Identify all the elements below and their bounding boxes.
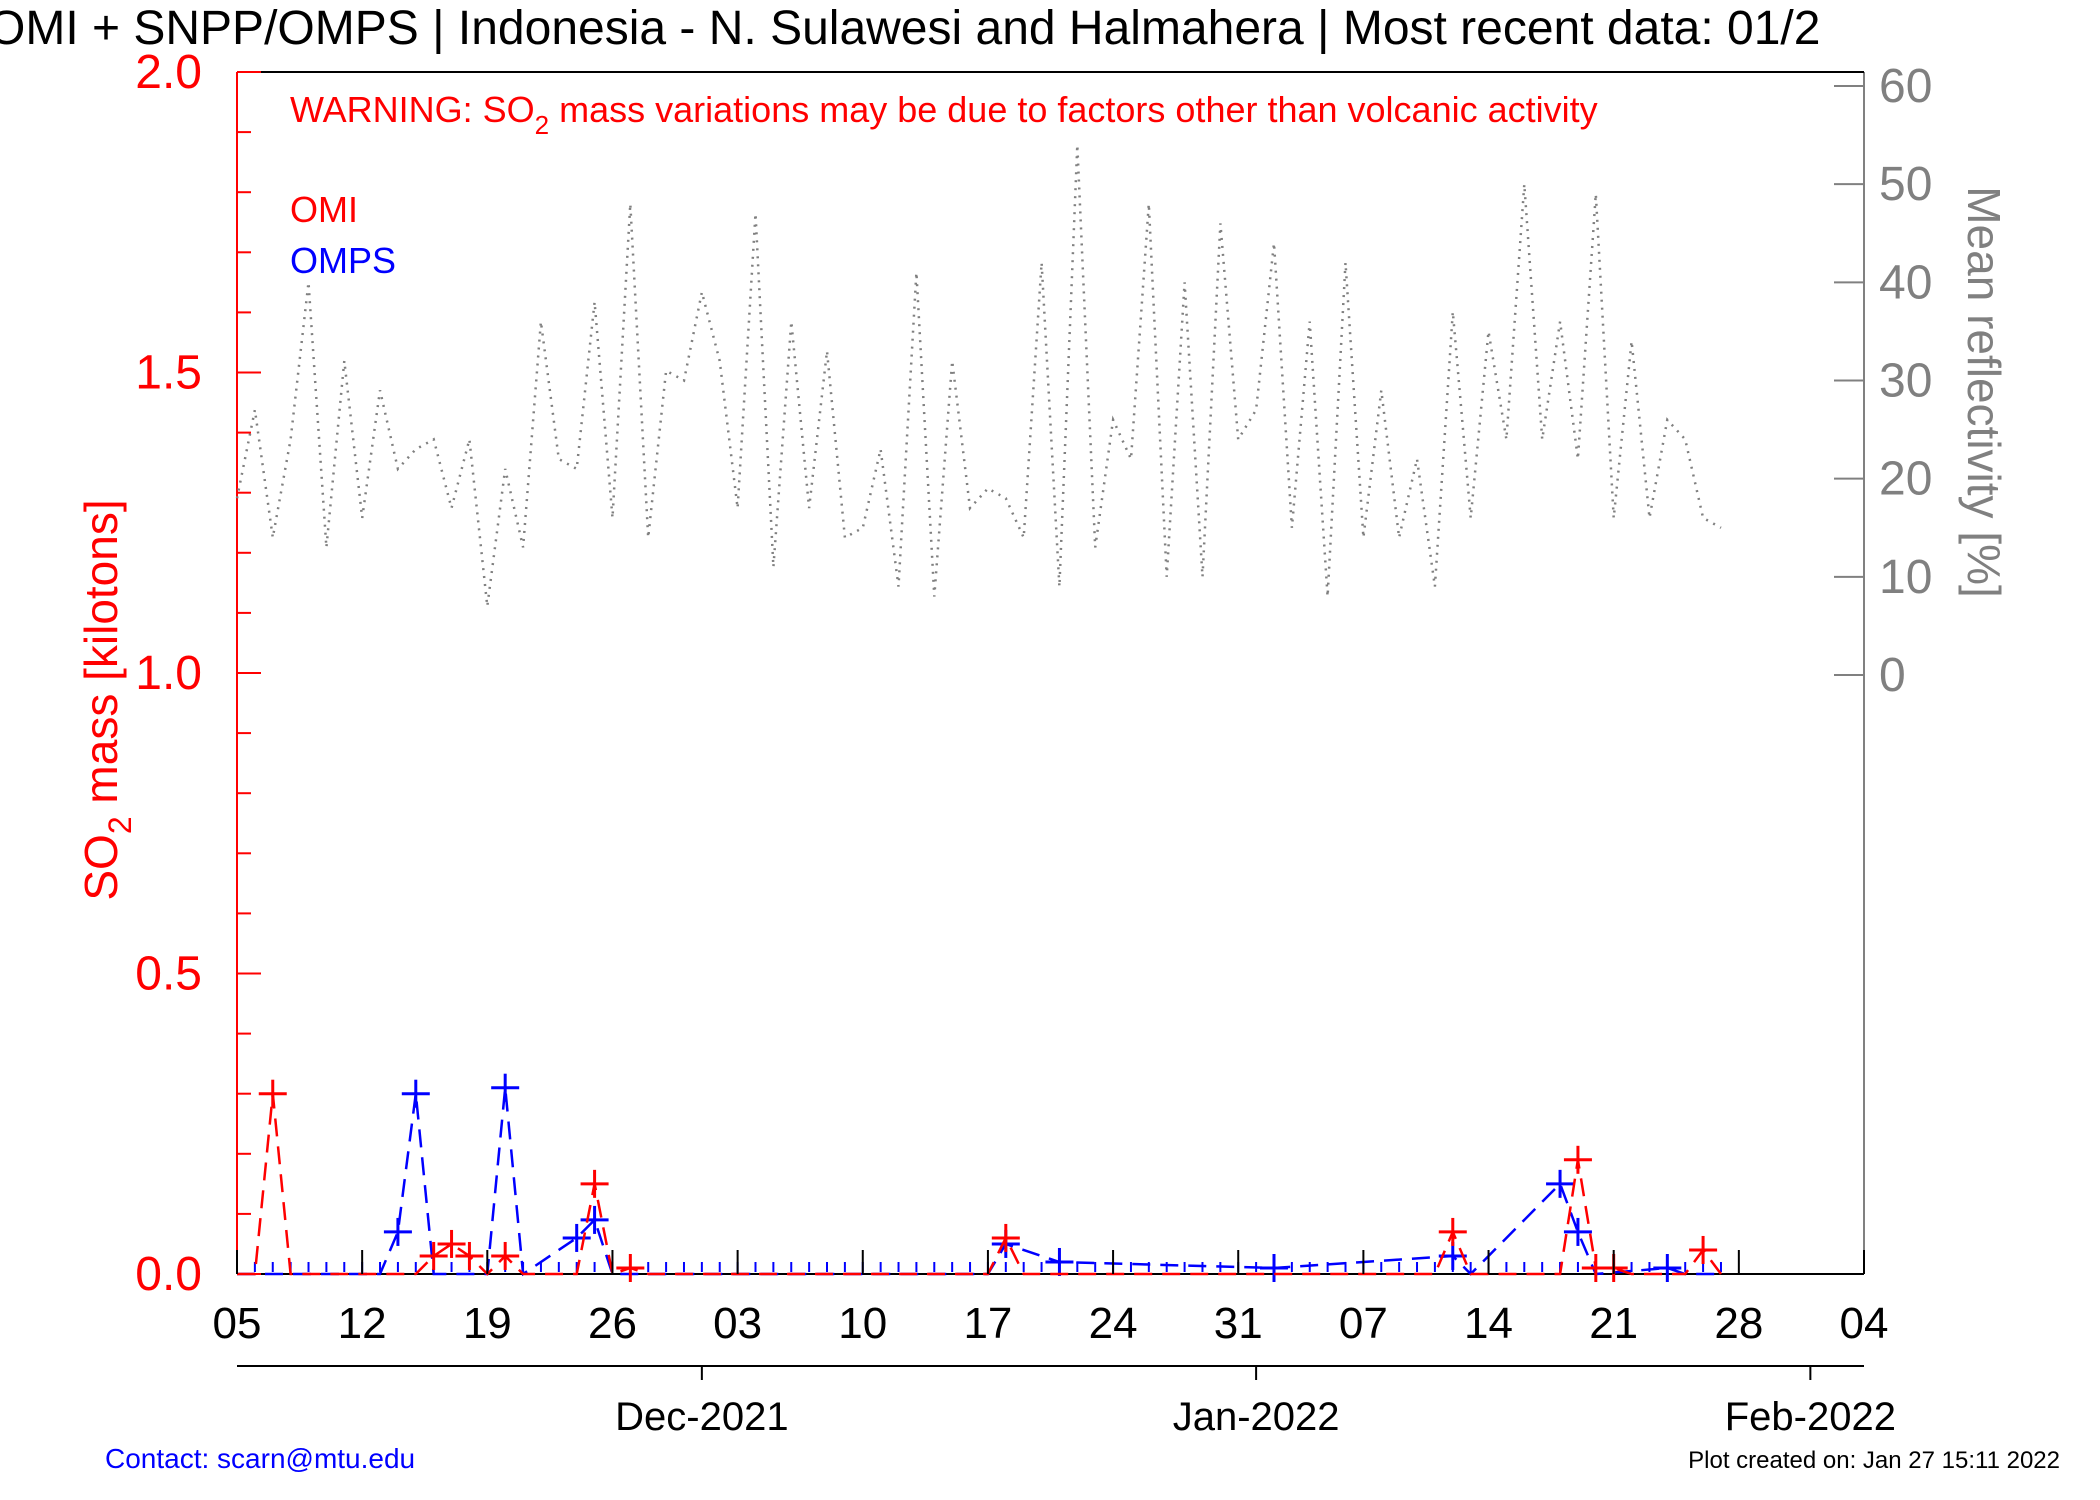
- omi-point: [258, 1079, 287, 1108]
- month-label: Dec-2021: [615, 1395, 788, 1439]
- omps-point: [1045, 1247, 1074, 1276]
- x-tick-label: 07: [1339, 1299, 1388, 1348]
- omps-point: [580, 1205, 609, 1234]
- contact-text: Contact: scarn@mtu.edu: [105, 1443, 415, 1474]
- omps-point: [401, 1079, 430, 1108]
- tick-layer: 0.0 0.5 1.0 1.5 2.0 0 10 20 30 40 50 60 05 12 19 26 03 10…: [135, 46, 1932, 1439]
- y2-tick-label: 20: [1879, 453, 1932, 506]
- x-tick-label: 03: [713, 1299, 762, 1348]
- x-tick-label: 28: [1714, 1299, 1763, 1348]
- plot-frame: [236, 71, 1865, 1367]
- omi-point: [580, 1169, 609, 1198]
- x-tick-label: 24: [1089, 1299, 1138, 1348]
- reflectivity-line: [235, 144, 1722, 607]
- omi-point: [455, 1241, 484, 1270]
- y2-tick-label: 60: [1879, 60, 1932, 113]
- y-tick-label: 0.5: [135, 948, 202, 1001]
- y-tick-label: 2.0: [135, 46, 202, 99]
- legend-entry-omi: OMI: [290, 189, 358, 230]
- x-tick-label: 17: [963, 1299, 1012, 1348]
- y-tick-label: 1.5: [135, 347, 202, 400]
- month-label: Feb-2022: [1725, 1395, 1896, 1439]
- y-tick-label: 1.0: [135, 647, 202, 700]
- created-text: Plot created on: Jan 27 15:11 2022: [1688, 1447, 2060, 1474]
- omi-point: [1689, 1235, 1718, 1264]
- omps-point: [1259, 1253, 1288, 1282]
- series-layer: [235, 144, 1723, 1282]
- omi-point: [1438, 1217, 1467, 1246]
- omi-point: [437, 1229, 466, 1258]
- y2-tick-label: 50: [1879, 158, 1932, 211]
- x-tick-label: 14: [1464, 1299, 1513, 1348]
- y-axis-label: SO2 mass [kilotons]: [75, 499, 138, 900]
- omi-point: [419, 1241, 448, 1270]
- y2-tick-label: 40: [1879, 256, 1932, 309]
- x-tick-label: 04: [1840, 1299, 1889, 1348]
- x-tick-label: 12: [338, 1299, 387, 1348]
- omps-point: [491, 1073, 520, 1102]
- omps-point: [1653, 1253, 1682, 1282]
- x-tick-label: 10: [838, 1299, 887, 1348]
- x-tick-label: 05: [213, 1299, 262, 1348]
- y2-tick-label: 0: [1879, 649, 1906, 702]
- omps-point: [1563, 1217, 1592, 1246]
- x-tick-label: 21: [1589, 1299, 1638, 1348]
- omi-point: [1563, 1145, 1592, 1174]
- omi-point: [616, 1253, 645, 1282]
- y2-tick-label: 30: [1879, 355, 1932, 408]
- chart-title: OMI + SNPP/OMPS | Indonesia - N. Sulawes…: [0, 2, 1820, 55]
- omps-point: [1546, 1169, 1575, 1198]
- legend-entry-omps: OMPS: [290, 240, 396, 281]
- omps-line: [237, 1087, 1721, 1277]
- y2-axis-label: Mean reflectivity [%]: [1958, 186, 2010, 598]
- omi-line: [237, 1093, 1723, 1276]
- x-tick-label: 31: [1214, 1299, 1263, 1348]
- omi-point: [491, 1241, 520, 1270]
- omps-point: [562, 1223, 591, 1252]
- y2-tick-label: 10: [1879, 551, 1932, 604]
- omps-point: [383, 1217, 412, 1246]
- month-label: Jan-2022: [1173, 1395, 1340, 1439]
- warning-note: WARNING: SO2 mass variations may be due …: [290, 89, 1598, 140]
- x-tick-label: 26: [588, 1299, 637, 1348]
- omi-point: [991, 1223, 1020, 1252]
- x-tick-label: 19: [463, 1299, 512, 1348]
- y-tick-label: 0.0: [135, 1248, 202, 1301]
